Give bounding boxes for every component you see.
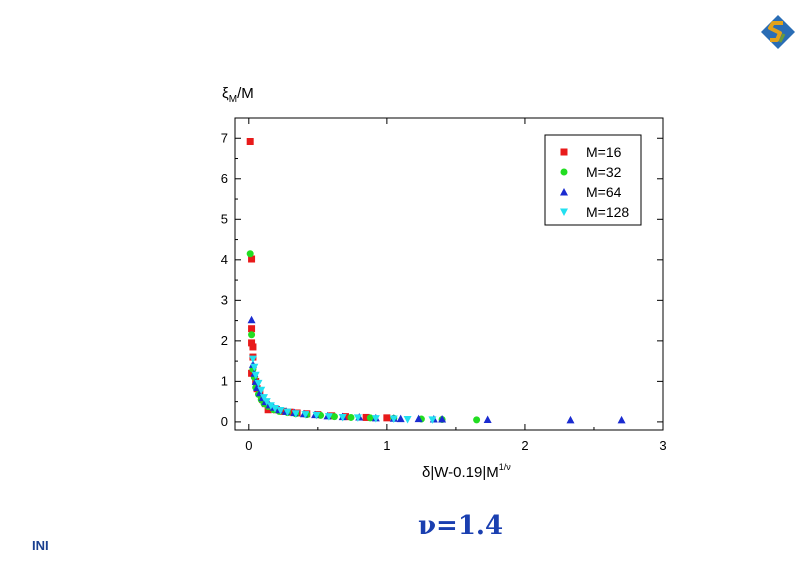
data-point bbox=[366, 414, 374, 422]
data-point bbox=[259, 394, 268, 402]
data-point bbox=[250, 363, 259, 372]
data-point bbox=[312, 411, 321, 420]
legend-label: M=64 bbox=[586, 184, 622, 200]
y-tick-label: 6 bbox=[221, 171, 228, 186]
data-point bbox=[353, 414, 362, 422]
data-point bbox=[248, 355, 257, 364]
data-point bbox=[276, 407, 285, 415]
data-point bbox=[438, 415, 447, 423]
legend-marker bbox=[560, 188, 568, 196]
data-point bbox=[347, 413, 355, 421]
footer-left-label: INI bbox=[32, 538, 49, 553]
logo-stroke bbox=[768, 21, 783, 42]
data-point bbox=[257, 386, 266, 395]
logo-accent bbox=[778, 33, 786, 43]
data-point bbox=[341, 413, 349, 421]
legend-label: M=128 bbox=[586, 204, 629, 220]
y-tick-label: 5 bbox=[221, 211, 228, 226]
data-point bbox=[246, 250, 254, 258]
x-tick-label: 1 bbox=[383, 438, 390, 453]
y-axis-title: ξM/M bbox=[222, 85, 254, 105]
data-point bbox=[396, 414, 405, 423]
x-axis-title: δ|W-0.19|M1/ν bbox=[422, 462, 511, 481]
data-point bbox=[617, 415, 626, 424]
series bbox=[247, 315, 626, 424]
data-point bbox=[248, 325, 256, 333]
data-point bbox=[248, 255, 256, 263]
data-point bbox=[473, 416, 481, 424]
y-tick-label: 7 bbox=[221, 130, 228, 145]
data-point bbox=[362, 413, 370, 421]
data-point bbox=[247, 315, 256, 324]
data-point bbox=[383, 414, 391, 422]
data-point bbox=[248, 339, 256, 347]
data-point bbox=[251, 371, 260, 380]
x-tick-label: 3 bbox=[659, 438, 666, 453]
data-point bbox=[246, 138, 254, 146]
data-point bbox=[279, 407, 287, 415]
legend-label: M=16 bbox=[586, 144, 622, 160]
y-tick-label: 2 bbox=[221, 333, 228, 348]
data-point bbox=[403, 415, 412, 424]
x-tick-label: 2 bbox=[521, 438, 528, 453]
data-point bbox=[389, 415, 398, 424]
data-point bbox=[291, 410, 300, 418]
data-point bbox=[301, 411, 310, 419]
data-point bbox=[248, 331, 256, 339]
data-point bbox=[266, 402, 275, 410]
data-point bbox=[330, 413, 338, 421]
plot-frame bbox=[234, 117, 664, 431]
series bbox=[246, 138, 391, 422]
data-point bbox=[283, 408, 292, 417]
data-point bbox=[338, 413, 347, 422]
data-point bbox=[248, 369, 256, 377]
series bbox=[248, 355, 437, 424]
series bbox=[246, 250, 481, 424]
data-point bbox=[262, 398, 271, 406]
y-tick-label: 1 bbox=[221, 373, 228, 388]
data-point bbox=[414, 414, 423, 423]
y-tick-label: 3 bbox=[221, 292, 228, 307]
data-point bbox=[271, 405, 280, 413]
legend-marker bbox=[560, 148, 568, 156]
axis-ticks: 0 1 2 3 0 1 2 3 4 5 6 7 bbox=[221, 118, 667, 453]
data-point bbox=[428, 416, 437, 424]
data-points bbox=[246, 138, 626, 424]
legend: M=16 M=32 M=64 M=128 bbox=[544, 134, 642, 226]
y-tick-label: 4 bbox=[221, 252, 228, 267]
nu-value-label: ν=1.4 bbox=[418, 510, 503, 541]
nu-value-text: ν=1.4 bbox=[418, 511, 504, 541]
y-tick-label: 0 bbox=[221, 414, 228, 429]
legend-label: M=32 bbox=[586, 164, 622, 180]
data-point bbox=[566, 415, 575, 424]
data-point bbox=[324, 413, 333, 421]
data-point bbox=[254, 379, 263, 388]
data-point bbox=[483, 415, 492, 423]
ini-logo-icon bbox=[761, 15, 795, 49]
data-point bbox=[371, 415, 380, 423]
legend-marker bbox=[560, 208, 568, 216]
x-tick-label: 0 bbox=[245, 438, 252, 453]
data-point bbox=[249, 343, 257, 351]
legend-marker bbox=[560, 168, 568, 176]
